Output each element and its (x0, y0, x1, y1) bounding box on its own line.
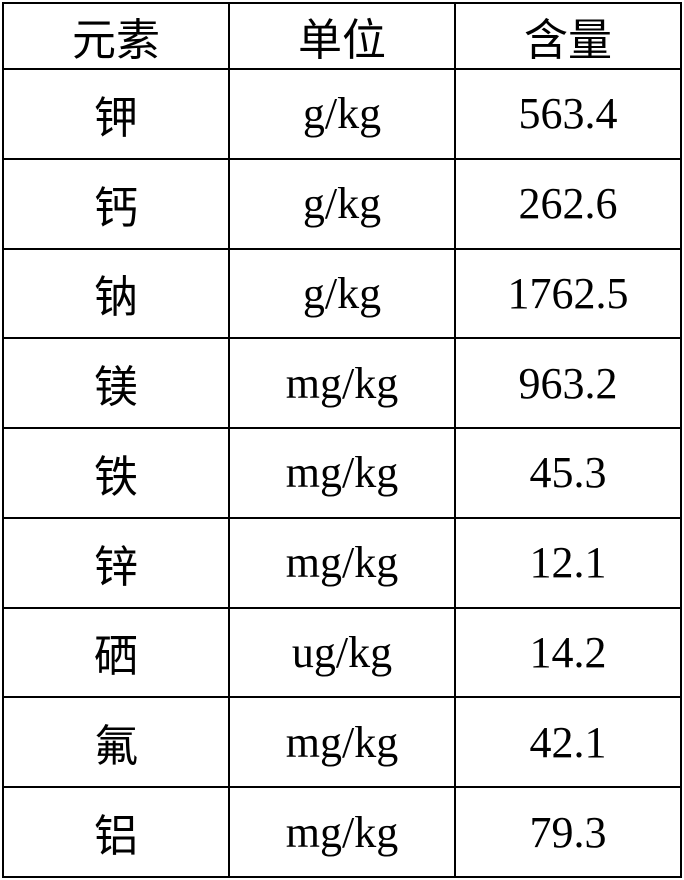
col-header-unit: 单位 (229, 3, 455, 69)
cell-element: 锌 (3, 518, 229, 608)
cell-unit: g/kg (229, 159, 455, 249)
cell-unit: mg/kg (229, 697, 455, 787)
cell-amount: 262.6 (455, 159, 681, 249)
cell-element: 铁 (3, 428, 229, 518)
cell-unit: ug/kg (229, 608, 455, 698)
cell-unit: g/kg (229, 69, 455, 159)
cell-unit: g/kg (229, 249, 455, 339)
cell-amount: 42.1 (455, 697, 681, 787)
cell-amount: 1762.5 (455, 249, 681, 339)
col-header-element: 元素 (3, 3, 229, 69)
col-header-amount: 含量 (455, 3, 681, 69)
cell-amount: 14.2 (455, 608, 681, 698)
cell-amount: 963.2 (455, 338, 681, 428)
table-row: 锌 mg/kg 12.1 (3, 518, 681, 608)
cell-unit: mg/kg (229, 338, 455, 428)
table-row: 氟 mg/kg 42.1 (3, 697, 681, 787)
cell-element: 铝 (3, 787, 229, 877)
table-row: 铁 mg/kg 45.3 (3, 428, 681, 518)
table-container: 元素 单位 含量 钾 g/kg 563.4 钙 g/kg 262.6 钠 g/k… (0, 0, 684, 880)
cell-unit: mg/kg (229, 518, 455, 608)
table-row: 钠 g/kg 1762.5 (3, 249, 681, 339)
cell-unit: mg/kg (229, 428, 455, 518)
cell-amount: 563.4 (455, 69, 681, 159)
cell-element: 镁 (3, 338, 229, 428)
table-row: 铝 mg/kg 79.3 (3, 787, 681, 877)
cell-element: 钾 (3, 69, 229, 159)
table-row: 镁 mg/kg 963.2 (3, 338, 681, 428)
elements-table: 元素 单位 含量 钾 g/kg 563.4 钙 g/kg 262.6 钠 g/k… (2, 2, 682, 878)
table-row: 钾 g/kg 563.4 (3, 69, 681, 159)
cell-amount: 79.3 (455, 787, 681, 877)
cell-unit: mg/kg (229, 787, 455, 877)
cell-amount: 45.3 (455, 428, 681, 518)
cell-element: 钙 (3, 159, 229, 249)
cell-element: 氟 (3, 697, 229, 787)
table-header-row: 元素 单位 含量 (3, 3, 681, 69)
cell-amount: 12.1 (455, 518, 681, 608)
cell-element: 钠 (3, 249, 229, 339)
cell-element: 硒 (3, 608, 229, 698)
table-row: 钙 g/kg 262.6 (3, 159, 681, 249)
table-row: 硒 ug/kg 14.2 (3, 608, 681, 698)
